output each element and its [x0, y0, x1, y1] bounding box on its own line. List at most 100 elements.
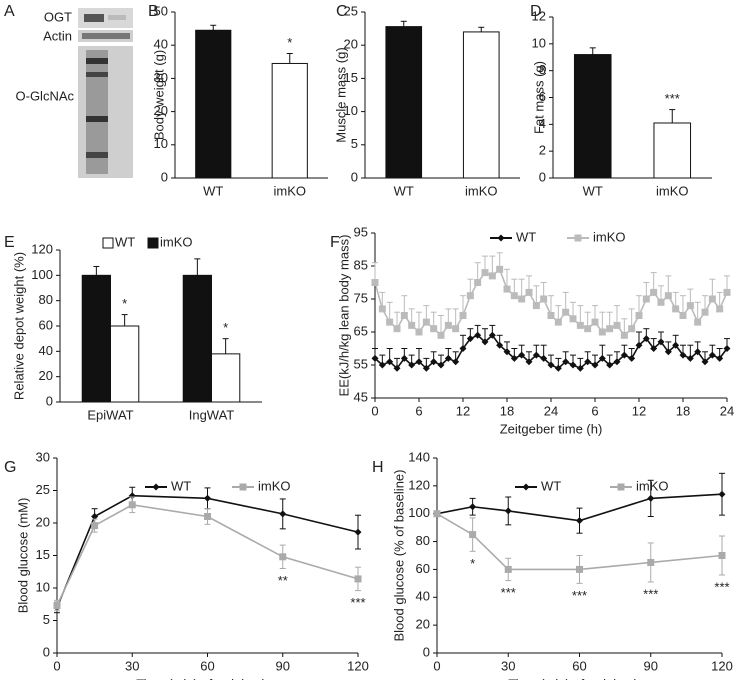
x-tick-label: WT: [203, 183, 223, 198]
y-tick-label: 50: [154, 3, 168, 18]
y-tick-label: 0: [423, 644, 430, 659]
y-tick-label: 0: [161, 169, 168, 184]
point: [701, 308, 709, 316]
point: [694, 318, 702, 326]
point: [664, 348, 672, 356]
legend-label: imKO: [593, 229, 626, 244]
y-tick-label: 30: [154, 70, 168, 85]
point: [723, 288, 731, 296]
point: [496, 265, 504, 273]
point: [152, 483, 160, 491]
point: [657, 338, 665, 346]
y-tick-label: 25: [36, 482, 50, 497]
point: [606, 361, 614, 369]
point: [628, 325, 636, 333]
bar: [462, 31, 500, 179]
point: [481, 269, 489, 277]
point: [128, 501, 136, 509]
legend-label: WT: [541, 478, 561, 493]
annotation: *: [287, 35, 292, 50]
point: [510, 292, 518, 300]
point: [642, 335, 650, 343]
bar: [195, 29, 232, 179]
blot-strip: [78, 8, 133, 28]
point: [672, 305, 680, 313]
point: [657, 298, 665, 306]
x-axis-label: Zeitgeber time (h): [500, 421, 603, 436]
point: [723, 345, 731, 352]
point: [354, 575, 362, 583]
point: [518, 295, 526, 303]
point: [504, 565, 512, 573]
point: [481, 338, 489, 346]
y-tick-label: 60: [39, 317, 53, 332]
x-tick-label: 30: [125, 658, 139, 673]
y-tick-label: 4: [539, 116, 546, 131]
point: [422, 318, 430, 326]
panel-label: D: [530, 3, 542, 20]
point: [378, 305, 386, 313]
point: [716, 354, 724, 362]
legend-swatch: [147, 237, 159, 249]
legend-label: imKO: [636, 478, 669, 493]
blot-band: [86, 152, 108, 158]
y-tick-label: 80: [416, 533, 430, 548]
point: [598, 354, 606, 362]
point: [584, 325, 592, 333]
y-tick-label: 0: [46, 393, 53, 408]
x-tick-label: 0: [371, 403, 378, 418]
point: [708, 295, 716, 303]
blot-panel: A OGT Actin O-GlcNAc: [4, 3, 133, 178]
panel-label: B: [148, 3, 159, 20]
blot-band: [82, 33, 130, 39]
point: [576, 364, 584, 372]
point: [430, 325, 438, 333]
point: [694, 348, 702, 356]
point: [617, 483, 625, 491]
legend-label: imKO: [160, 234, 193, 249]
annotation: **: [278, 573, 288, 588]
y-tick-label: 100: [31, 267, 53, 282]
x-tick-label: imKO: [465, 183, 498, 198]
x-tick-label: 120: [347, 658, 369, 673]
y-tick-label: 65: [354, 323, 368, 338]
y-tick-label: 20: [344, 37, 358, 52]
point: [708, 351, 716, 359]
legend-swatch: [102, 237, 114, 249]
point: [204, 513, 211, 520]
y-tick-label: 15: [36, 547, 50, 562]
point: [522, 483, 530, 491]
y-tick-label: 5: [43, 612, 50, 627]
point: [647, 558, 655, 566]
x-tick-label: WT: [583, 183, 603, 198]
y-tick-label: 0: [539, 169, 546, 184]
point: [437, 331, 445, 339]
point: [525, 358, 533, 366]
bar: [211, 353, 241, 403]
y-tick-label: 95: [354, 224, 368, 239]
blot-band: [84, 14, 104, 22]
y-tick-label: 25: [344, 3, 358, 18]
x-axis-label: Time (min) after injection: [136, 676, 279, 680]
y-axis-label: Blood glucose (% of baseline): [391, 470, 406, 642]
point: [393, 364, 401, 372]
point: [452, 358, 460, 366]
bar: [81, 274, 112, 403]
chart-panel: H Blood glucose (% of baseline) 0 20 40 60 80 1…: [372, 449, 733, 680]
point: [430, 358, 438, 366]
blot-band: [86, 72, 108, 77]
point: [53, 602, 61, 610]
bar: [573, 54, 612, 179]
point: [378, 361, 386, 369]
x-tick-label: 60: [572, 658, 586, 673]
point: [400, 312, 408, 319]
point: [488, 331, 496, 339]
point: [613, 321, 621, 329]
point: [613, 358, 621, 366]
point: [466, 335, 474, 343]
point: [562, 358, 570, 366]
y-axis-label: EE(kJ/h/kg lean body mass): [336, 235, 351, 397]
x-tick-label: 24: [544, 403, 558, 418]
point: [510, 354, 518, 362]
